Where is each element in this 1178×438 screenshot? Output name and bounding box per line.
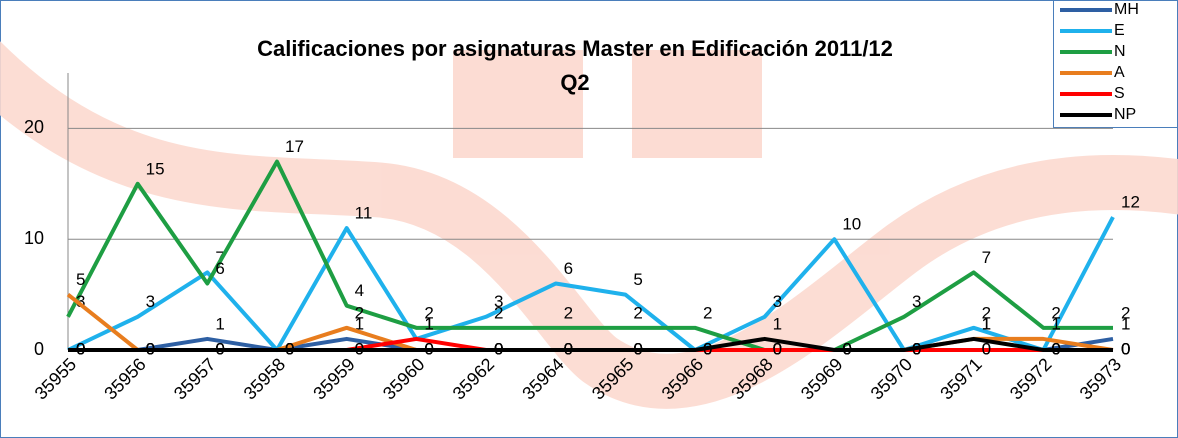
legend-label: NP: [1114, 106, 1136, 123]
data-label: 2: [424, 303, 433, 322]
y-tick-label: 0: [34, 339, 44, 359]
data-label: 2: [633, 303, 642, 322]
data-label: 1: [424, 314, 433, 333]
data-label: 0: [355, 339, 364, 358]
data-label: 15: [146, 159, 165, 178]
data-label: 2: [703, 303, 712, 322]
series-line: [68, 336, 1113, 352]
data-label: 2: [982, 303, 991, 322]
data-label: 3: [912, 292, 921, 311]
data-label: 17: [285, 137, 304, 156]
data-label: 0: [1051, 339, 1060, 358]
data-label: 0: [1121, 339, 1130, 358]
data-label: 2: [355, 303, 364, 322]
legend-label: N: [1114, 43, 1126, 60]
data-label: 1: [773, 314, 782, 333]
data-label: 0: [842, 339, 851, 358]
data-label: 0: [982, 339, 991, 358]
series-line: [67, 216, 1115, 352]
data-label: 3: [146, 292, 155, 311]
data-label: 1: [982, 314, 991, 333]
y-tick-label: 10: [24, 228, 44, 248]
data-label: 7: [982, 248, 991, 267]
data-label: 4: [355, 281, 364, 300]
data-label: 2: [1121, 303, 1130, 322]
data-label: 0: [285, 339, 294, 358]
data-label: 1: [355, 314, 364, 333]
data-label: 0: [424, 339, 433, 358]
y-tick-label: 20: [24, 117, 44, 137]
data-label: 0: [912, 339, 921, 358]
data-label: 11: [355, 204, 373, 223]
data-label: 3: [494, 292, 503, 311]
legend-label: S: [1114, 85, 1125, 102]
data-label: 6: [215, 259, 224, 278]
data-label: 0: [76, 339, 85, 358]
chart-title: Q2: [560, 70, 589, 95]
data-label: 10: [842, 215, 861, 234]
data-label: 5: [633, 270, 642, 289]
legend-label: A: [1114, 64, 1125, 81]
data-label: 0: [215, 339, 224, 358]
data-label: 6: [564, 259, 573, 278]
data-label: 0: [1121, 339, 1130, 358]
data-label: 0: [773, 339, 782, 358]
data-label: 2: [564, 303, 573, 322]
legend-label: MH: [1114, 1, 1139, 18]
data-label: 0: [1121, 339, 1130, 358]
data-label: 1: [1121, 314, 1130, 333]
data-label: 0: [146, 339, 155, 358]
chart-title: Calificaciones por asignaturas Master en…: [257, 36, 893, 61]
data-label: 1: [424, 314, 433, 333]
data-label: 0: [564, 339, 573, 358]
data-label: 1: [1051, 314, 1060, 333]
series-line: [66, 159, 1113, 352]
data-label: 0: [703, 339, 712, 358]
legend-box: [1053, 0, 1178, 128]
data-label: 1: [215, 314, 224, 333]
data-label: 12: [1121, 193, 1140, 212]
data-label: 2: [494, 303, 503, 322]
data-label: 1: [982, 314, 991, 333]
data-label: 2: [1051, 303, 1060, 322]
data-label: 0: [633, 339, 642, 358]
legend-label: E: [1114, 22, 1125, 39]
data-label: 5: [76, 270, 85, 289]
watermark: [0, 41, 1178, 409]
data-label: 3: [76, 292, 85, 311]
data-label: 0: [494, 339, 503, 358]
data-label: 3: [773, 292, 782, 311]
